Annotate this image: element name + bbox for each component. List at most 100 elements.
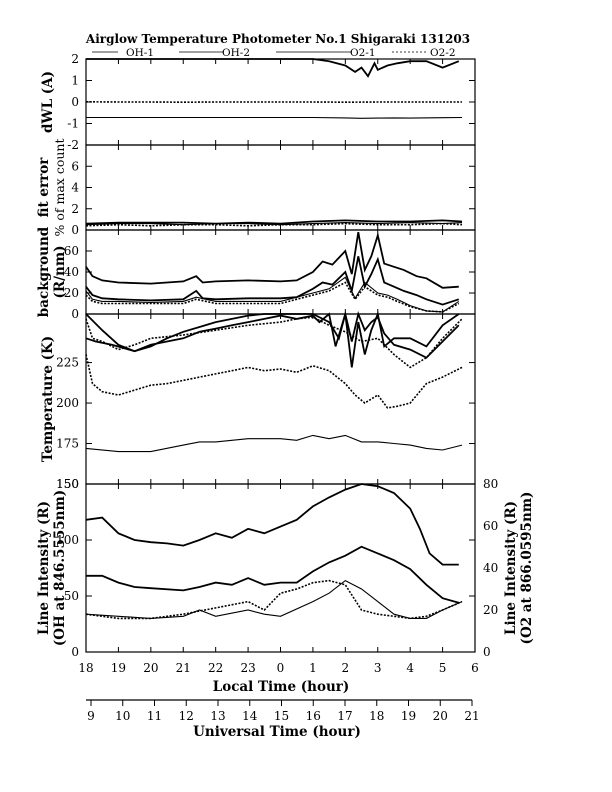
- local-tick-label: 5: [439, 661, 447, 675]
- universal-time-axis: 9 10 11 12 13 14 15 16 17 18 19 20 21: [86, 699, 480, 723]
- y-tick-label-fiterr: 6: [71, 159, 79, 173]
- y-tick-label-temp: 225: [56, 356, 79, 370]
- series-fiterr-o2-2: [85, 222, 463, 227]
- series-dwl-oh-1: [86, 58, 460, 78]
- series-temp-o2-2: [85, 316, 463, 369]
- ut-tick-label: 12: [179, 709, 194, 723]
- series-int-o2-1: [85, 579, 463, 619]
- y-tick-label-bg: 20: [64, 286, 79, 300]
- ut-tick-label: 11: [147, 709, 162, 723]
- y-tick-label-temp: 175: [56, 437, 79, 451]
- ylabel2-bg: (R/nm): [52, 245, 68, 298]
- legend-label-oh-1: OH-1: [126, 47, 154, 59]
- series-int-o2-2: [85, 579, 463, 620]
- panel-frame-temp: [85, 313, 476, 485]
- series-fiterr-oh-1: [85, 219, 463, 225]
- series-int-oh-1: [85, 483, 459, 566]
- local-time-label: Local Time (hour): [213, 679, 350, 695]
- y-tick-label-int: 0: [71, 645, 79, 659]
- series-bg-oh-2: [85, 256, 460, 306]
- panel-fiterr: 6 4 2 0 fit error% of max count: [36, 139, 476, 237]
- y-right-tick-label: 20: [483, 603, 498, 617]
- ut-tick-label: 13: [210, 709, 225, 723]
- ut-tick-label: 10: [115, 709, 130, 723]
- ut-tick-label: 19: [401, 709, 416, 723]
- local-tick-label: 23: [240, 661, 255, 675]
- series-int-oh-2: [86, 545, 460, 604]
- local-tick-label: 21: [176, 661, 191, 675]
- y-tick-label-dwl: 1: [71, 74, 79, 88]
- y-tick-label-dwl: 2: [71, 52, 79, 66]
- ylabel-bg: background: [36, 226, 52, 317]
- series-temp-oh-1: [85, 310, 460, 359]
- y-tick-label-int: 150: [56, 477, 79, 491]
- y-right-tick-label: 80: [483, 477, 498, 491]
- y-tick-label-dwl: 0: [71, 95, 79, 109]
- local-tick-label: 2: [342, 661, 350, 675]
- local-tick-label: 20: [143, 661, 158, 675]
- series-bg-o2-2: [85, 281, 460, 313]
- local-tick-label: 6: [471, 661, 479, 675]
- series-temp-o2-2: [85, 354, 463, 409]
- ut-tick-label: 14: [242, 709, 258, 723]
- panel-dwl: 2 1 0 -1 -2 dWL (A): [40, 52, 476, 152]
- ut-tick-label: 20: [433, 709, 448, 723]
- local-tick-label: 19: [111, 661, 126, 675]
- local-tick-label: 1: [309, 661, 317, 675]
- y-right-tick-label: 60: [483, 519, 498, 533]
- ut-tick-label: 16: [306, 709, 321, 723]
- ut-tick-label: 9: [87, 709, 95, 723]
- y-tick-label-dwl: -2: [67, 138, 79, 152]
- ylabel-fiterr: fit error: [36, 157, 52, 218]
- y-tick-label-temp: 200: [56, 396, 79, 410]
- series-fiterr-o2-1: [85, 222, 463, 226]
- local-tick-label: 0: [277, 661, 285, 675]
- ut-tick-label: 21: [464, 709, 479, 723]
- ut-tick-label: 15: [274, 709, 289, 723]
- y-tick-label-fiterr: 2: [71, 202, 79, 216]
- ylabel2-int: (OH at 846.5555nm): [52, 490, 68, 646]
- legend-label-o2-2: O2-2: [430, 47, 456, 59]
- local-tick-label: 3: [374, 661, 382, 675]
- y-tick-label-int: 50: [64, 589, 79, 603]
- series-bg-o2-1: [85, 276, 460, 313]
- ylabel-int: Line Intensity (R): [36, 501, 52, 635]
- y-tick-label-dwl: -1: [67, 117, 79, 131]
- local-tick-label: 22: [208, 661, 223, 675]
- ylabel-temp: Temperature (K): [40, 336, 56, 462]
- y-tick-label-fiterr: 4: [71, 181, 79, 195]
- ylabel-dwl: dWL (A): [40, 71, 56, 133]
- series-temp-oh-2: [85, 310, 460, 368]
- y-tick-label-fiterr: 0: [71, 223, 79, 237]
- y-right-tick-label: 0: [483, 645, 491, 659]
- chart-title: Airglow Temperature Photometer No.1 Shig…: [85, 32, 470, 46]
- ut-tick-label: 17: [337, 709, 352, 723]
- y-right-tick-label: 40: [483, 561, 498, 575]
- universal-time-label: Universal Time (hour): [193, 724, 361, 740]
- series-bg-oh-1: [85, 231, 459, 289]
- local-time-axis: 18 19 20 21 22 23 0 1 2 3 4 5 6: [78, 661, 478, 675]
- local-tick-label: 4: [406, 661, 414, 675]
- ylabel2-fiterr: % of max count: [52, 139, 67, 237]
- panel-temp: 225 200 175 150 Temperature (K): [40, 310, 476, 491]
- series-dwl-o2-1: [86, 116, 463, 119]
- legend-label-o2-1: O2-1: [350, 47, 376, 59]
- local-tick-label: 18: [78, 661, 93, 675]
- panel-bg: 60 40 20 0 background (R/nm): [36, 226, 476, 321]
- ut-tick-label: 18: [369, 709, 384, 723]
- ylabel-right-int: Line Intensity (R): [503, 501, 519, 635]
- ylabel-right2-int: (O2 at 866.0595nm): [519, 492, 535, 645]
- y-tick-label-bg: 0: [71, 307, 79, 321]
- panel-frame-fiterr: [85, 144, 476, 231]
- series-temp-o2-1: [85, 434, 463, 453]
- y-tick-label-bg: 40: [64, 265, 79, 279]
- y-tick-label-temp: 150: [56, 477, 79, 491]
- legend-label-oh-2: OH-2: [222, 47, 250, 59]
- legend: OH-1 OH-2 O2-1 O2-2: [92, 47, 456, 59]
- y-tick-label-bg: 60: [64, 244, 79, 258]
- y-tick-label-int: 100: [56, 533, 79, 547]
- panel-frame-int: [85, 483, 476, 653]
